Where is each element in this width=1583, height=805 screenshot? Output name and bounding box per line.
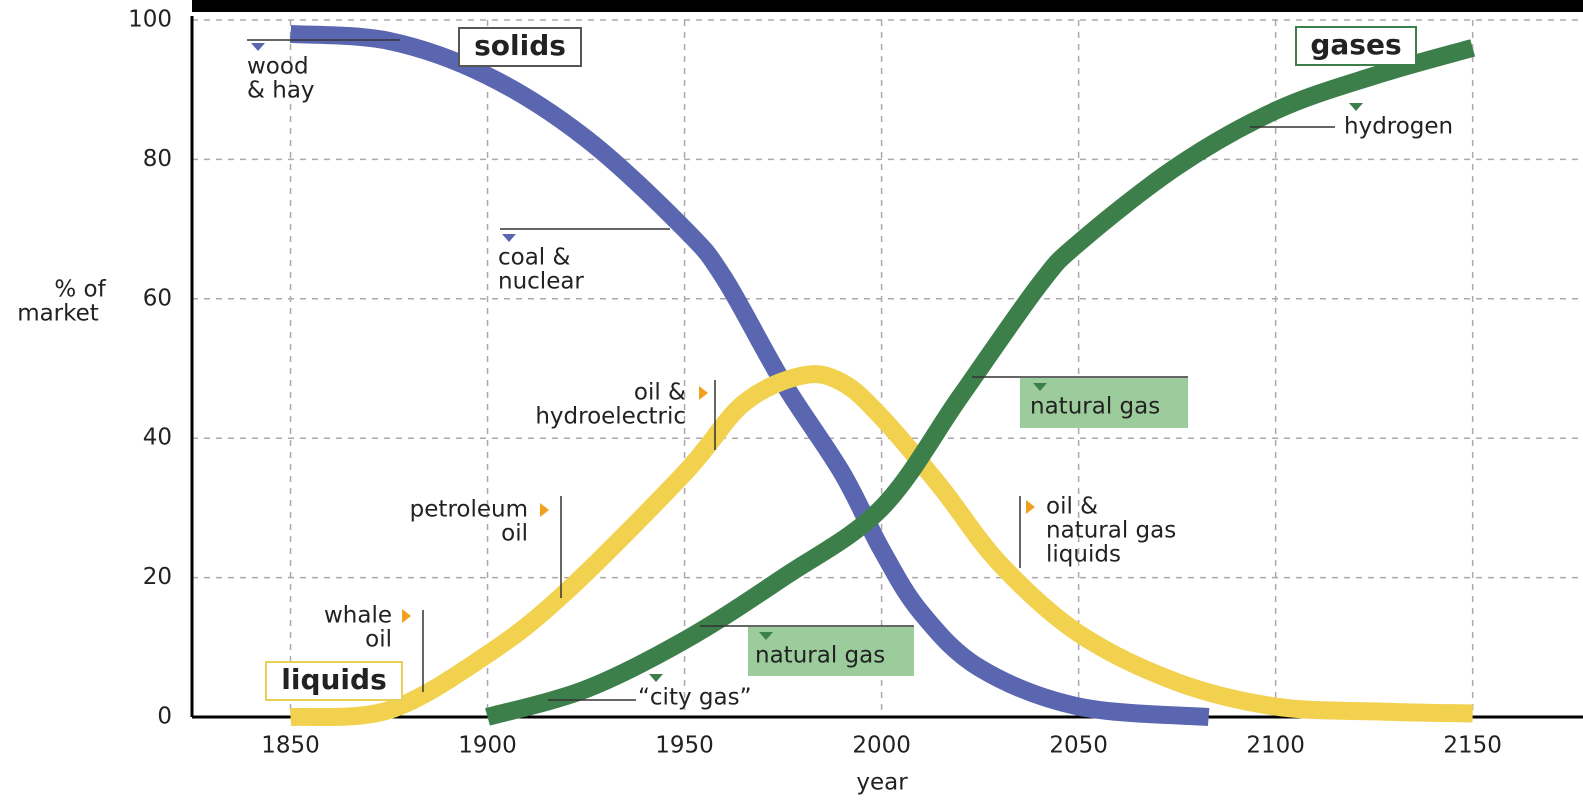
marker [1026, 500, 1035, 514]
annotation: whale [324, 603, 392, 629]
annotation: hydrogen [1344, 114, 1453, 140]
annotation: & hay [247, 78, 315, 104]
annotation: “city gas” [638, 685, 751, 711]
marker [502, 234, 516, 242]
annotation-box [748, 627, 914, 676]
annotation: natural gas [1030, 394, 1160, 420]
annotation: natural gas [1046, 518, 1176, 544]
y-tick-label: 60 [143, 285, 172, 311]
marker [1349, 103, 1363, 111]
annotation: oil [365, 627, 392, 653]
legend-label: solids [474, 29, 566, 62]
annotation: oil [501, 521, 528, 547]
y-axis-label: % of [54, 277, 106, 303]
marker [759, 632, 773, 640]
series-line [289, 365, 1473, 727]
legend-label: gases [1310, 28, 1401, 61]
annotation: petroleum [410, 497, 528, 523]
annotation: natural gas [755, 643, 885, 669]
y-tick-label: 20 [143, 564, 172, 590]
y-tick-label: 0 [157, 704, 172, 730]
x-tick-label: 1900 [458, 733, 517, 759]
annotation: oil & [634, 380, 686, 406]
y-tick-label: 80 [143, 146, 172, 172]
x-tick-label: 2150 [1443, 733, 1502, 759]
x-tick-label: 1950 [655, 733, 714, 759]
annotation: oil & [1046, 494, 1098, 520]
annotation: hydroelectric [535, 404, 686, 430]
y-axis-label: market [17, 301, 99, 327]
y-tick-label: 100 [128, 7, 172, 33]
x-axis-label: year [856, 770, 908, 796]
series-line [289, 24, 1210, 726]
legend-label: liquids [281, 663, 386, 696]
x-tick-label: 1850 [261, 733, 320, 759]
marker [649, 674, 663, 682]
x-tick-label: 2100 [1246, 733, 1305, 759]
marker [699, 386, 708, 400]
marker [402, 609, 411, 623]
marker [251, 43, 265, 51]
top-bar [192, 0, 1583, 12]
marker [540, 503, 549, 517]
y-tick-label: 40 [143, 425, 172, 451]
annotation: wood [247, 54, 309, 80]
label-box [265, 661, 403, 701]
annotation: nuclear [498, 269, 584, 295]
annotation: coal & [498, 245, 571, 271]
annotation: liquids [1046, 542, 1121, 568]
x-tick-label: 2050 [1049, 733, 1108, 759]
label-box [458, 27, 582, 67]
x-tick-label: 2000 [852, 733, 911, 759]
marker [1033, 383, 1047, 391]
series-line [485, 39, 1476, 726]
label-box [1295, 26, 1417, 66]
annotation-box [1020, 378, 1188, 428]
